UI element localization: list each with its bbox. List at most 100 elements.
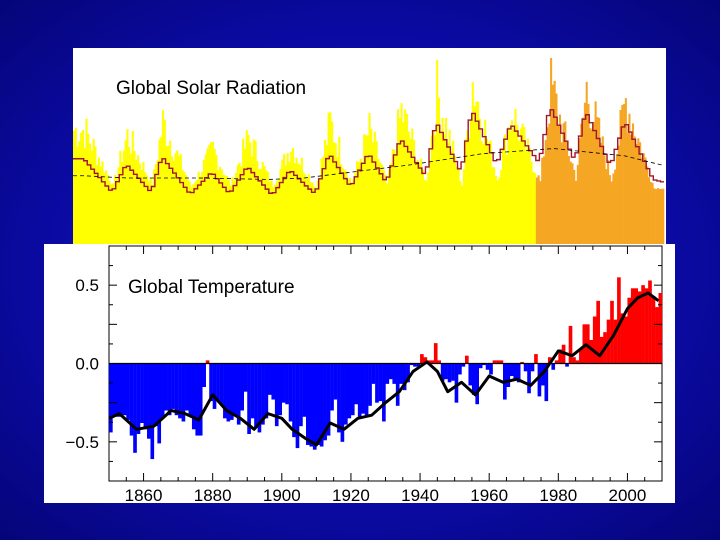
solar-bar: [514, 108, 517, 244]
solar-bar: [172, 160, 175, 244]
solar-bar: [218, 166, 222, 244]
temp-year-bar: [288, 363, 293, 422]
solar-trend-line: [73, 148, 664, 180]
solar-bar: [300, 157, 303, 244]
solar-bar: [226, 176, 229, 244]
solar-bar: [505, 154, 508, 244]
solar-bar: [421, 169, 424, 244]
temp-year-bar: [202, 363, 206, 387]
solar-bar: [105, 170, 108, 244]
temp-year-bar: [361, 363, 365, 414]
temp-year-bar: [316, 363, 321, 445]
temp-year-bar: [371, 363, 376, 384]
solar-chart-title: Global Solar Radiation: [116, 78, 306, 99]
temp-year-bar: [413, 363, 417, 367]
temp-year-bar: [651, 296, 656, 364]
solar-bar: [137, 155, 140, 244]
solar-bar: [331, 121, 334, 244]
solar-bar: [94, 146, 97, 244]
solar-bar: [295, 157, 298, 244]
temp-year-bar: [630, 288, 635, 364]
solar-bar: [229, 185, 232, 244]
temp-year-bar: [520, 361, 524, 364]
solar-bar: [199, 176, 202, 244]
solar-bar: [413, 139, 416, 244]
solar-bar: [377, 159, 380, 244]
solar-bar: [519, 128, 522, 244]
solar-bar: [482, 144, 485, 244]
temp-year-bar: [209, 363, 213, 402]
solar-bar: [185, 175, 188, 244]
solar-bar: [398, 117, 401, 244]
solar-radiation-chart: Global Solar Radiation: [73, 48, 666, 248]
temp-year-bar: [447, 363, 452, 383]
solar-bar: [220, 169, 223, 244]
temp-year-bar: [572, 357, 576, 364]
solar-bar: [380, 164, 384, 244]
solar-bar: [649, 181, 652, 244]
solar-bar: [350, 184, 353, 244]
solar-bar: [293, 162, 296, 244]
solar-bar: [142, 162, 145, 244]
temp-year-bar: [585, 324, 590, 364]
solar-bar: [190, 187, 193, 244]
temp-year-bar: [136, 363, 141, 434]
temp-year-bar: [402, 363, 407, 391]
solar-bar: [83, 148, 86, 244]
solar-bar: [587, 103, 590, 244]
temp-year-bar: [271, 363, 276, 400]
solar-bar: [341, 168, 344, 244]
temp-year-bar: [489, 363, 493, 375]
solar-bar: [97, 157, 100, 244]
solar-bar: [596, 117, 599, 244]
solar-bar: [480, 140, 483, 244]
solar-bar: [591, 129, 594, 244]
temp-year-bar: [167, 363, 172, 416]
solar-bar: [238, 162, 241, 244]
solar-bar: [359, 158, 362, 244]
solar-bar: [507, 127, 510, 244]
solar-bar: [574, 180, 578, 244]
temp-year-bar: [164, 363, 168, 411]
solar-bar: [313, 186, 316, 244]
solar-bar: [126, 129, 129, 244]
temp-year-bar: [658, 293, 663, 364]
solar-bar: [106, 174, 109, 244]
solar-bar: [274, 184, 277, 244]
solar-bar: [623, 104, 626, 244]
solar-bar: [201, 171, 204, 244]
x-tick-label: 1880: [194, 486, 232, 505]
solar-bar: [425, 180, 428, 244]
temp-year-bar: [122, 363, 127, 416]
solar-bar: [571, 163, 574, 244]
solar-bar: [210, 142, 213, 244]
solar-bar: [138, 163, 141, 244]
solar-bar: [576, 164, 579, 244]
solar-bar: [432, 130, 435, 244]
solar-bar: [213, 148, 216, 244]
temp-year-bar: [250, 363, 255, 419]
solar-bar: [316, 180, 319, 244]
temp-year-bar: [623, 316, 628, 364]
temp-year-bar: [464, 355, 469, 364]
x-tick-label: 1980: [539, 486, 577, 505]
solar-bars: [73, 58, 665, 245]
solar-bar: [461, 185, 464, 244]
temp-year-bar: [392, 363, 397, 384]
temp-year-bar: [416, 363, 421, 367]
solar-bar: [516, 125, 519, 244]
y-tick-label: 0.0: [75, 355, 99, 374]
solar-bar: [534, 173, 537, 244]
solar-bar: [427, 172, 430, 244]
solar-bar: [334, 143, 337, 244]
solar-bar: [103, 173, 106, 244]
temp-year-bar: [523, 363, 528, 372]
solar-bar: [477, 101, 480, 245]
temp-year-bar: [261, 363, 265, 425]
solar-bar: [240, 166, 243, 244]
temp-chart-title: Global Temperature: [128, 277, 295, 298]
solar-bar: [612, 173, 615, 244]
solar-bar: [194, 182, 197, 244]
solar-bar: [108, 180, 111, 244]
temp-year-bar: [423, 357, 428, 364]
